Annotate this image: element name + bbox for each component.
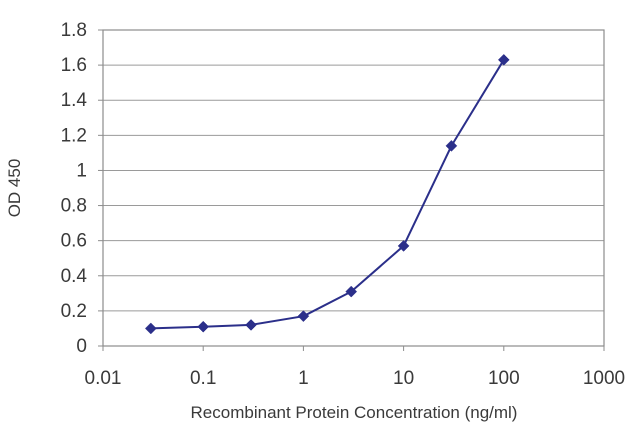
x-tick-label: 10 (393, 368, 414, 389)
x-tick-label: 0.1 (190, 368, 216, 389)
data-point (345, 285, 358, 298)
data-point (144, 322, 157, 335)
x-axis-ticks: 0.01 0.1 1 10 100 1000 (85, 346, 625, 389)
x-axis-title: Recombinant Protein Concentration (ng/ml… (191, 403, 518, 422)
x-tick-label: 1000 (583, 368, 625, 389)
data-point (497, 53, 510, 66)
y-tick-label: 0.2 (61, 301, 87, 322)
x-tick-label: 1 (298, 368, 309, 389)
data-point (197, 320, 210, 333)
data-point (245, 319, 257, 331)
data-point (397, 240, 410, 252)
y-tick-label: 1.4 (61, 90, 88, 111)
series-layer (144, 53, 510, 335)
plot-area-frame (102, 29, 605, 347)
y-axis-ticks: 0 0.2 0.4 0.6 0.8 1 1.2 1.4 1.6 1.8 (61, 20, 103, 357)
y-tick-label: 1 (76, 160, 87, 181)
y-axis-title: OD 450 (5, 159, 24, 218)
x-tick-label: 0.01 (85, 368, 122, 389)
series-line (150, 59, 505, 330)
data-point (297, 310, 310, 323)
x-tick-label: 100 (488, 368, 520, 389)
y-tick-label: 1.6 (61, 55, 87, 76)
y-tick-label: 0.6 (61, 231, 87, 252)
y-tick-label: 0.8 (61, 196, 87, 217)
y-tick-label: 0 (76, 336, 87, 357)
y-tick-label: 1.2 (61, 125, 87, 146)
y-tick-label: 1.8 (61, 20, 87, 41)
data-point (445, 140, 458, 152)
y-tick-label: 0.4 (61, 266, 88, 287)
gridlines (103, 64, 604, 312)
